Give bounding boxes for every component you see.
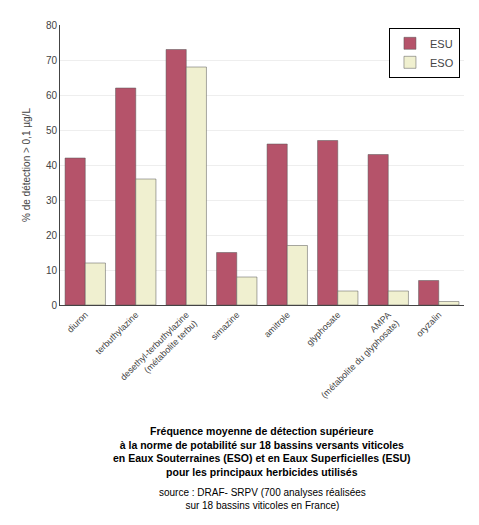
svg-text:diuron: diuron	[65, 310, 90, 335]
svg-text:AMPA(métabolite du glyphosate): AMPA(métabolite du glyphosate)	[311, 310, 401, 400]
svg-text:amitrole: amitrole	[262, 310, 292, 340]
svg-text:glyphosate: glyphosate	[304, 310, 342, 348]
svg-text:simazine: simazine	[209, 310, 241, 342]
svg-text:ESO: ESO	[430, 57, 454, 69]
svg-text:10: 10	[46, 265, 58, 276]
svg-text:oryzalin: oryzalin	[414, 310, 443, 339]
svg-text:% de détection > 0,1 µg/L: % de détection > 0,1 µg/L	[21, 108, 32, 222]
svg-text:source : DRAF- SRPV (700 analy: source : DRAF- SRPV (700 analyses réalis…	[159, 487, 366, 511]
svg-text:desethyl-terbuthylazine(métabo: desethyl-terbuthylazine(métabolite terbu…	[118, 310, 199, 391]
svg-text:60: 60	[46, 90, 58, 101]
svg-text:40: 40	[46, 160, 58, 171]
svg-text:0: 0	[51, 300, 57, 311]
svg-text:30: 30	[46, 195, 58, 206]
svg-text:80: 80	[46, 20, 58, 31]
svg-text:Fréquence moyenne de détection: Fréquence moyenne de détection supérieur…	[113, 425, 411, 478]
svg-text:70: 70	[46, 55, 58, 66]
svg-text:terbuthylazine: terbuthylazine	[94, 310, 141, 357]
svg-text:ESU: ESU	[430, 38, 453, 50]
svg-text:50: 50	[46, 125, 58, 136]
svg-text:20: 20	[46, 230, 58, 241]
